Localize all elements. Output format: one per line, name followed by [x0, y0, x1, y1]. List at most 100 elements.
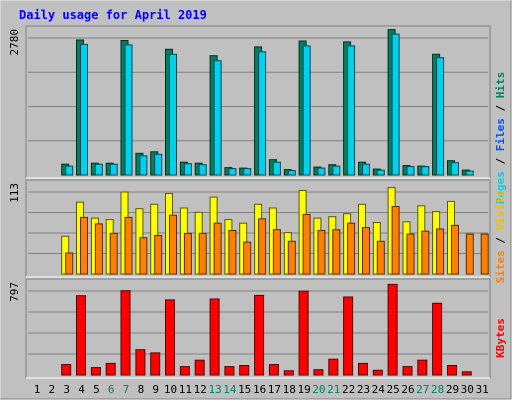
bar-kbytes-day-6 [105, 362, 116, 376]
panel-hits-legend: Pages / Files / Hits [494, 72, 507, 205]
legend-entry-visits: Visits [494, 191, 507, 231]
bar-sites-day-5 [94, 223, 103, 275]
bar-kbytes-day-19 [298, 290, 309, 376]
bar-kbytes-day-28 [432, 302, 443, 376]
x-tick-label-day-16: 16 [253, 383, 266, 396]
bar-kbytes-day-25 [387, 283, 398, 376]
bar-kbytes-day-30 [461, 371, 472, 376]
bar-kbytes-day-11 [179, 366, 190, 376]
x-tick-label-day-25: 25 [386, 383, 399, 396]
panel-visits-ymax-label: 113 [8, 183, 21, 203]
bar-kbytes-day-22 [343, 296, 354, 376]
bar-files-day-19 [302, 45, 311, 176]
bar-sites-day-14 [228, 230, 237, 275]
panel-kbytes-ymax-label: 797 [8, 282, 21, 302]
bar-sites-day-19 [302, 214, 311, 275]
bar-files-day-26 [406, 166, 415, 176]
legend-separator: / [494, 151, 507, 171]
panel-visits: 113 Sites / Visits [8, 179, 507, 284]
panel-visits-legend: Sites / Visits [494, 191, 507, 284]
bar-files-day-30 [465, 170, 474, 176]
legend-separator: / [494, 230, 507, 250]
bar-sites-day-23 [362, 227, 370, 275]
x-tick-label-day-31: 31 [476, 383, 489, 396]
x-axis-labels: 1 2 3 4 5 6 7 8 9 10 11 12 13 14 15 16 17 18 19 20 21 22 23 24 2… [34, 383, 489, 396]
bar-kbytes-day-26 [402, 366, 413, 376]
bar-sites-day-22 [347, 222, 356, 275]
bar-files-day-20 [317, 167, 326, 176]
bar-kbytes-day-21 [328, 358, 339, 376]
x-tick-label-day-10: 10 [164, 383, 177, 396]
legend-separator: / [494, 98, 507, 118]
bar-sites-day-9 [154, 235, 163, 275]
panel-kbytes-legend: KBytes [494, 318, 507, 358]
bar-files-day-15 [243, 168, 252, 176]
bar-files-day-17 [272, 161, 281, 176]
x-tick-label-day-26: 26 [401, 383, 414, 396]
bar-sites-day-29 [451, 224, 459, 275]
bar-kbytes-day-12 [194, 359, 205, 376]
bar-sites-day-31 [480, 233, 489, 275]
x-tick-label-day-28: 28 [431, 383, 444, 396]
x-tick-label-day-13: 13 [208, 383, 221, 396]
bar-sites-day-12 [198, 232, 207, 275]
bar-sites-day-24 [376, 240, 385, 275]
bar-kbytes-day-18 [283, 370, 294, 376]
bar-files-day-13 [213, 60, 222, 176]
bar-kbytes-day-5 [90, 367, 101, 376]
bar-sites-day-25 [391, 206, 400, 275]
x-tick-label-day-4: 4 [78, 383, 85, 396]
bar-files-day-18 [287, 170, 296, 176]
x-tick-label-day-15: 15 [238, 383, 251, 396]
x-tick-label-day-30: 30 [461, 383, 474, 396]
panel-hits: 2780 Pages / Files / Hits [8, 25, 507, 205]
x-tick-label-day-5: 5 [93, 383, 100, 396]
bar-sites-day-28 [436, 228, 445, 275]
bar-kbytes-day-13 [209, 298, 220, 376]
bar-kbytes-day-10 [165, 299, 175, 376]
bar-kbytes-day-3 [61, 364, 72, 376]
bar-files-day-4 [80, 43, 88, 176]
bar-kbytes-day-15 [239, 365, 250, 376]
x-tick-label-day-8: 8 [138, 383, 145, 396]
x-tick-label-day-14: 14 [223, 383, 237, 396]
bar-files-day-5 [94, 163, 103, 176]
panel-kbytes: 797 KBytes [8, 278, 507, 379]
bar-files-day-6 [109, 163, 118, 176]
x-tick-label-day-18: 18 [283, 383, 296, 396]
bar-sites-day-27 [421, 230, 430, 275]
bar-files-day-21 [332, 165, 341, 176]
bar-kbytes-day-20 [313, 369, 324, 376]
legend-entry-pages: Pages [494, 171, 507, 204]
legend-entry-sites: Sites [494, 250, 507, 283]
bar-sites-day-18 [287, 240, 296, 275]
bar-kbytes-day-17 [268, 364, 279, 376]
chart-title: Daily usage for April 2019 [19, 8, 207, 22]
x-tick-label-day-1: 1 [34, 383, 41, 396]
bar-kbytes-day-4 [76, 295, 86, 376]
bar-sites-day-10 [169, 214, 177, 275]
bar-files-day-12 [198, 164, 207, 176]
bar-sites-day-20 [317, 230, 326, 275]
bar-sites-day-7 [124, 216, 133, 275]
x-tick-label-day-29: 29 [446, 383, 459, 396]
bar-files-day-16 [258, 51, 267, 176]
bar-kbytes-day-16 [254, 294, 265, 376]
bar-files-day-27 [421, 166, 430, 176]
bar-sites-day-30 [465, 233, 474, 275]
bar-sites-day-15 [243, 241, 252, 275]
bar-kbytes-day-29 [447, 365, 457, 376]
x-tick-label-day-19: 19 [297, 383, 310, 396]
bar-sites-day-26 [406, 233, 415, 275]
bar-files-day-11 [183, 163, 192, 176]
legend-entry-files: Files [494, 118, 507, 151]
bar-kbytes-day-23 [358, 362, 368, 376]
bar-files-day-24 [376, 169, 385, 176]
bar-sites-day-21 [332, 229, 341, 275]
bar-files-day-14 [228, 168, 237, 176]
bar-sites-day-16 [258, 218, 267, 275]
x-tick-label-day-21: 21 [327, 383, 340, 396]
bar-sites-day-3 [65, 252, 74, 275]
x-tick-label-day-6: 6 [108, 383, 115, 396]
x-tick-label-day-2: 2 [48, 383, 55, 396]
